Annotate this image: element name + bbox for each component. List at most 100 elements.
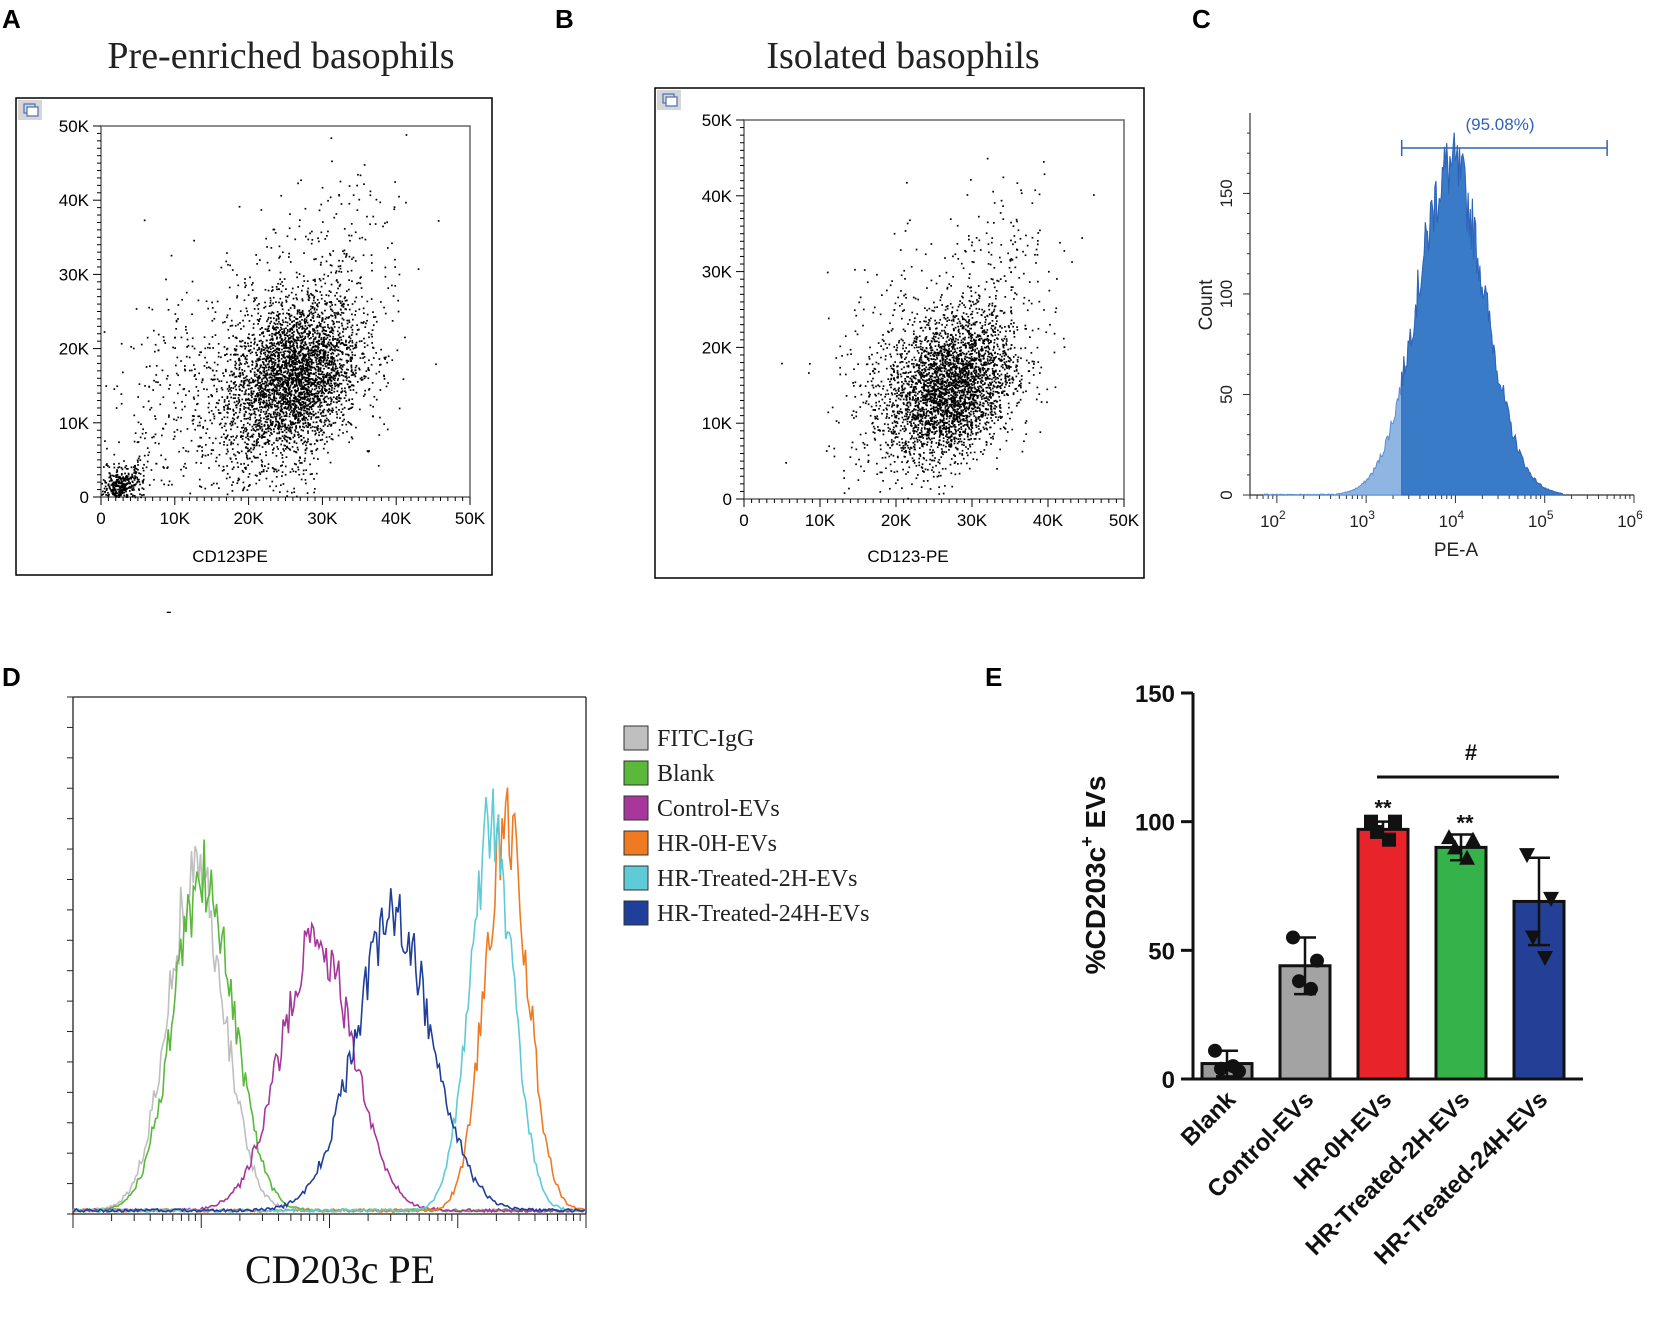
scatter-point bbox=[266, 345, 268, 347]
scatter-point bbox=[260, 464, 263, 466]
scatter-point bbox=[321, 357, 324, 359]
scatter-point bbox=[309, 378, 312, 381]
scatter-point bbox=[254, 416, 256, 419]
scatter-point bbox=[326, 404, 329, 406]
scatter-point bbox=[316, 290, 318, 293]
scatter-point bbox=[281, 399, 283, 401]
scatter-point bbox=[139, 436, 142, 439]
scatter-point bbox=[213, 417, 216, 420]
scatter-point bbox=[294, 385, 296, 387]
scatter-point bbox=[300, 397, 302, 400]
scatter-point bbox=[261, 345, 264, 347]
scatter-point bbox=[343, 249, 346, 252]
scatter-point bbox=[245, 284, 247, 287]
scatter-point bbox=[246, 443, 248, 445]
scatter-point bbox=[292, 347, 295, 349]
scatter-point bbox=[358, 367, 360, 370]
scatter-point bbox=[312, 342, 315, 345]
scatter-point bbox=[248, 473, 251, 475]
scatter-point bbox=[280, 326, 282, 329]
scatter-point bbox=[223, 469, 225, 471]
scatter-point bbox=[372, 215, 375, 218]
scatter-point bbox=[327, 341, 330, 344]
scatter-point bbox=[282, 389, 284, 391]
scatter-point bbox=[281, 365, 283, 367]
scatter-point bbox=[270, 358, 273, 361]
scatter-point bbox=[305, 391, 308, 394]
scatter-point bbox=[284, 397, 287, 399]
scatter-point bbox=[218, 464, 220, 467]
scatter-point bbox=[270, 353, 273, 356]
scatter-point bbox=[330, 301, 332, 303]
scatter-point bbox=[274, 468, 276, 471]
scatter-point bbox=[314, 401, 317, 404]
scatter-point bbox=[243, 406, 245, 408]
scatter-point bbox=[304, 207, 307, 210]
scatter-point bbox=[241, 438, 244, 440]
scatter-point bbox=[300, 313, 303, 316]
scatter-point bbox=[228, 286, 231, 289]
scatter-point bbox=[127, 487, 130, 489]
scatter-point bbox=[280, 484, 282, 486]
scatter-point bbox=[324, 363, 326, 365]
scatter-point bbox=[116, 470, 119, 473]
scatter-point bbox=[373, 316, 375, 318]
scatter-point bbox=[323, 381, 325, 383]
scatter-point bbox=[291, 380, 293, 382]
scatter-point bbox=[175, 364, 177, 367]
scatter-point bbox=[349, 380, 351, 383]
scatter-point bbox=[279, 400, 282, 403]
scatter-point bbox=[297, 387, 299, 389]
scatter-point bbox=[319, 279, 322, 282]
scatter-point bbox=[311, 401, 314, 403]
scatter-point bbox=[244, 441, 246, 444]
scatter-point bbox=[240, 450, 243, 453]
scatter-point bbox=[272, 449, 274, 451]
scatter-point bbox=[306, 333, 308, 335]
scatter-point bbox=[348, 376, 350, 379]
scatter-point bbox=[257, 381, 259, 384]
scatter-point bbox=[279, 333, 282, 336]
scatter-point bbox=[927, 419, 930, 422]
scatter-point bbox=[306, 413, 309, 415]
scatter-point bbox=[242, 435, 244, 438]
scatter-point bbox=[292, 361, 295, 364]
scatter-point bbox=[255, 352, 258, 354]
scatter-point bbox=[107, 484, 110, 487]
scatter-point bbox=[278, 352, 280, 354]
scatter-point bbox=[283, 347, 285, 349]
scatter-point bbox=[1012, 361, 1015, 364]
scatter-point bbox=[124, 466, 126, 469]
scatter-point bbox=[333, 345, 335, 348]
scatter-point bbox=[279, 392, 282, 394]
scatter-point bbox=[325, 414, 327, 417]
scatter-point bbox=[234, 397, 236, 399]
scatter-point bbox=[283, 356, 286, 359]
scatter-point bbox=[250, 447, 252, 450]
panel-a-title: Pre-enriched basophils bbox=[107, 35, 454, 77]
scatter-point bbox=[284, 425, 286, 428]
scatter-point bbox=[316, 396, 319, 399]
scatter-point bbox=[366, 344, 369, 347]
scatter-point bbox=[335, 411, 338, 413]
scatter-point bbox=[982, 339, 984, 342]
scatter-point bbox=[314, 433, 317, 436]
scatter-point bbox=[315, 432, 317, 435]
scatter-point bbox=[296, 446, 299, 449]
scatter-point bbox=[329, 305, 332, 308]
scatter-point bbox=[275, 418, 277, 421]
scatter-point bbox=[289, 438, 292, 441]
scatter-point bbox=[378, 370, 381, 373]
scatter-point bbox=[315, 374, 317, 377]
scatter-point bbox=[298, 395, 300, 398]
scatter-point bbox=[360, 379, 363, 381]
scatter-point bbox=[268, 388, 271, 391]
scatter-point bbox=[345, 359, 348, 362]
scatter-point bbox=[258, 435, 260, 437]
scatter-point bbox=[229, 422, 232, 425]
scatter-point bbox=[309, 324, 311, 327]
scatter-point bbox=[351, 280, 353, 283]
scatter-point bbox=[304, 452, 307, 455]
scatter-point bbox=[288, 351, 290, 353]
scatter-point bbox=[278, 412, 281, 415]
